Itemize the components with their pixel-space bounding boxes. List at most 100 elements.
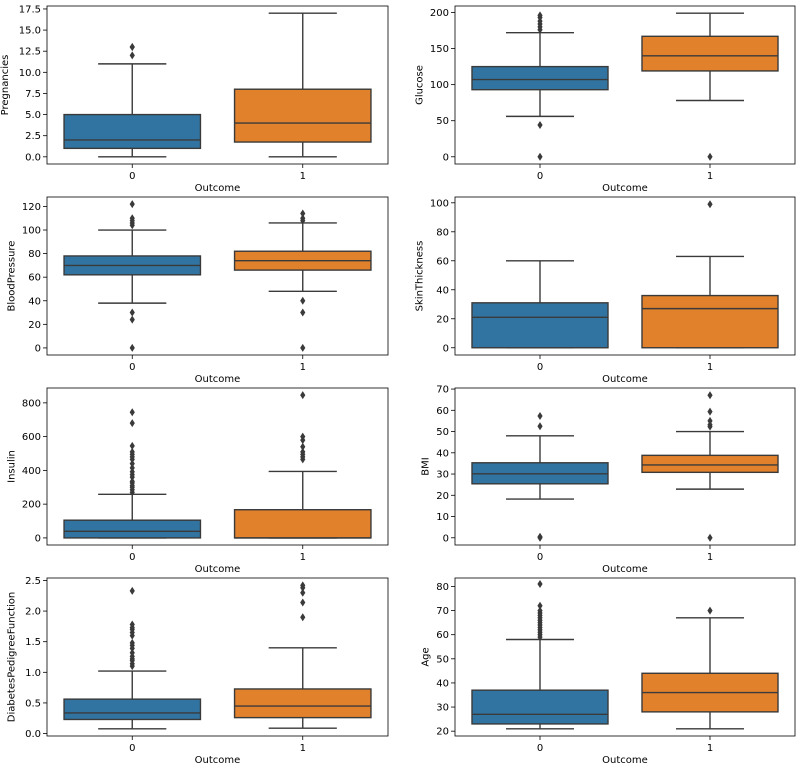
x-tick-label: 1	[707, 362, 713, 373]
iqr-box	[471, 689, 609, 725]
outlier-point	[707, 152, 713, 161]
outlier-point	[300, 432, 306, 441]
y-tick-label: 2.0	[25, 607, 41, 618]
y-axis-label: DiabetesPedigreeFunction	[6, 592, 17, 722]
x-axis-label: Outcome	[195, 564, 241, 575]
box-outcome-1	[233, 391, 372, 539]
outlier-point	[300, 296, 306, 305]
outlier-point	[707, 416, 713, 425]
outlier-point	[129, 441, 135, 450]
iqr-box	[63, 698, 202, 721]
subplot-insulin: 0 200 400 600 800 0 1 Outcome Insulin	[6, 387, 389, 575]
y-axis-label: Pregnancies	[0, 55, 11, 116]
box-outcome-1	[233, 12, 372, 158]
outlier-point	[129, 477, 135, 486]
x-tick-label: 0	[537, 743, 543, 754]
y-tick-label: 40	[436, 285, 449, 296]
y-axis-label: Age	[421, 647, 432, 666]
outlier-point	[300, 442, 306, 451]
x-tick-label: 0	[537, 171, 543, 182]
x-tick-label: 0	[129, 552, 135, 563]
y-tick-label: 600	[22, 432, 41, 443]
y-tick-label: 1.0	[25, 668, 41, 679]
y-axis-label: BloodPressure	[6, 241, 17, 312]
box-outcome-1	[233, 209, 372, 352]
outlier-point	[300, 391, 306, 400]
subplot-bloodpressure: 0 20 40 60 80 100 120 0 1 Outcome BloodPressure	[6, 196, 389, 385]
iqr-box	[63, 113, 202, 150]
x-axis-label: Outcome	[602, 183, 648, 194]
outlier-point	[707, 606, 713, 615]
y-tick-label: 7.5	[25, 89, 41, 100]
iqr-box	[471, 302, 609, 349]
outlier-point	[129, 638, 135, 647]
y-tick-label: 80	[436, 227, 449, 238]
x-axis-label: Outcome	[195, 183, 241, 194]
outlier-point	[300, 214, 306, 223]
y-tick-label: 30	[436, 470, 449, 481]
y-tick-label: 0.0	[25, 152, 41, 163]
x-tick-label: 1	[707, 552, 713, 563]
y-tick-label: 1.5	[25, 637, 41, 648]
y-tick-label: 150	[430, 44, 449, 55]
iqr-box	[63, 519, 202, 539]
x-tick-label: 0	[129, 362, 135, 373]
outlier-point	[129, 214, 135, 223]
y-axis-label: Insulin	[6, 450, 17, 483]
outlier-point	[129, 51, 135, 60]
outlier-point	[129, 586, 135, 595]
y-tick-label: 70	[436, 606, 449, 617]
outlier-point	[300, 343, 306, 352]
outlier-point	[707, 391, 713, 400]
box-outcome-1	[641, 12, 779, 161]
outlier-point	[707, 200, 713, 209]
subplot-skinthickness: 0 20 40 60 80 100 0 1 Outcome SkinThickness	[414, 196, 796, 385]
y-tick-label: 80	[28, 249, 41, 260]
box-outcome-1	[641, 606, 779, 730]
outlier-point	[129, 447, 135, 456]
outlier-point	[300, 447, 306, 456]
box-outcome-1	[641, 200, 779, 349]
x-tick-label: 1	[300, 171, 306, 182]
subplot-diabetespedigreefunction: 0.0 0.5 1.0 1.5 2.0 2.5 0 1 Outcome DiabetesPedig…	[6, 576, 389, 766]
x-tick-label: 1	[707, 743, 713, 754]
y-tick-label: 60	[436, 256, 449, 267]
outlier-point	[300, 308, 306, 317]
outlier-point	[129, 408, 135, 417]
outlier-point	[537, 601, 543, 610]
x-tick-label: 0	[129, 171, 135, 182]
y-tick-label: 800	[22, 398, 41, 409]
outlier-point	[300, 209, 306, 218]
outlier-point	[129, 648, 135, 657]
y-tick-label: 200	[430, 8, 449, 19]
y-tick-label: 40	[28, 296, 41, 307]
y-tick-label: 2.5	[25, 131, 41, 142]
x-axis-label: Outcome	[195, 755, 241, 766]
box-outcome-0	[471, 580, 609, 730]
iqr-box	[641, 294, 779, 349]
outlier-point	[129, 42, 135, 51]
outlier-point	[707, 407, 713, 416]
axes-frame	[454, 196, 796, 356]
axes-frame	[46, 577, 389, 737]
y-tick-label: 120	[22, 202, 41, 213]
x-tick-label: 0	[129, 743, 135, 754]
y-tick-label: 0	[443, 343, 449, 354]
x-axis-label: Outcome	[602, 755, 648, 766]
outlier-point	[537, 412, 543, 421]
y-tick-label: 100	[430, 198, 449, 209]
x-tick-label: 1	[707, 171, 713, 182]
outlier-point	[537, 152, 543, 161]
box-outcome-0	[471, 11, 609, 161]
axes-frame	[454, 387, 796, 546]
y-tick-label: 0	[443, 533, 449, 544]
subplot-age: 20 30 40 50 60 70 80 0 1 Outcome Age	[421, 577, 796, 766]
subplot-glucose: 0 50 100 150 200 0 1 Outcome Glucose	[414, 5, 796, 194]
iqr-box	[641, 454, 779, 474]
y-tick-label: 5.0	[25, 110, 41, 121]
outlier-point	[129, 459, 135, 468]
outlier-point	[537, 11, 543, 20]
outlier-point	[537, 422, 543, 431]
y-tick-label: 60	[436, 630, 449, 641]
